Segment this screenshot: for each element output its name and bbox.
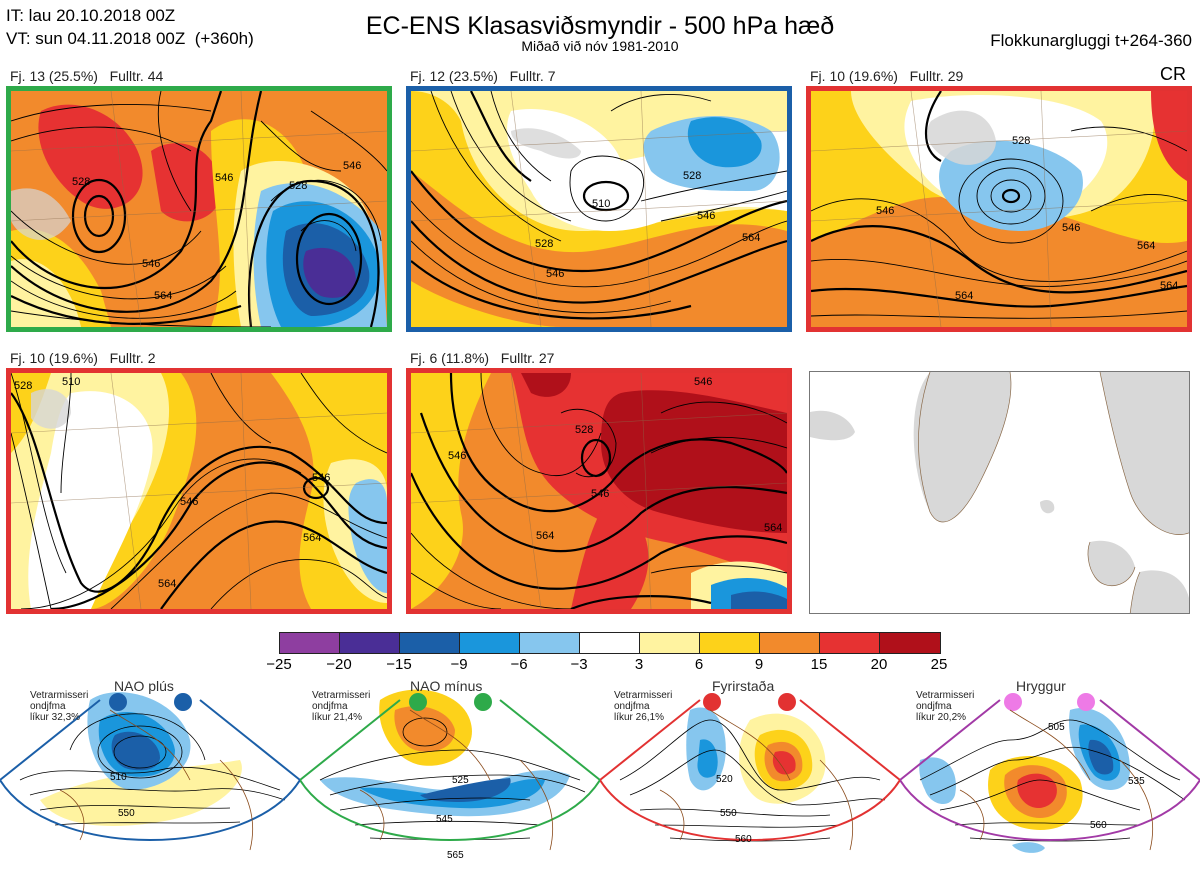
colorbar-tick: 3 — [634, 656, 644, 673]
colorbar-tick: −25 — [266, 656, 292, 673]
contour-label: 546 — [697, 210, 716, 222]
regime-blocking: 520 550 560 — [600, 680, 900, 871]
contour-label: 550 — [118, 808, 135, 819]
regime-nao-minus: 525 545 565 — [300, 680, 600, 871]
colorbar-swatch — [340, 633, 400, 653]
colorbar-swatch — [520, 633, 580, 653]
contour-label: 546 — [215, 172, 234, 184]
contour-label: 564 — [303, 532, 322, 544]
regime-name: NAO mínus — [410, 678, 483, 694]
colorbar — [279, 632, 941, 654]
contour-label: 564 — [955, 290, 974, 302]
contour-label: 546 — [312, 472, 331, 484]
regime-nao-plus: 510 550 — [0, 680, 300, 871]
contour-label: 564 — [1160, 280, 1179, 292]
contour-label: 565 — [447, 850, 464, 861]
regime-name: NAO plús — [114, 678, 174, 694]
contour-label: 546 — [1062, 222, 1081, 234]
colorbar-swatch — [280, 633, 340, 653]
contour-label: 545 — [436, 814, 453, 825]
panel-5-label: Fj. 6 (11.8%) Fulltr. 27 — [410, 350, 555, 366]
contour-label: 528 — [72, 176, 91, 188]
colorbar-tick: 6 — [694, 656, 704, 673]
regime-info: Vetrarmisseri ondjfma líkur 21,4% — [312, 690, 371, 723]
colorbar-tick: −9 — [450, 656, 468, 673]
contour-label: 535 — [1128, 776, 1145, 787]
contour-label: 560 — [735, 834, 752, 845]
colorbar-swatch — [700, 633, 760, 653]
colorbar-swatch — [400, 633, 460, 653]
regime-info: Vetrarmisseri ondjfma líkur 32,3% — [30, 690, 89, 723]
regime-name: Hryggur — [1016, 678, 1066, 694]
contour-label: 520 — [716, 774, 733, 785]
colorbar-tick: 9 — [754, 656, 764, 673]
contour-label: 528 — [14, 380, 33, 392]
cr-label: CR — [1160, 64, 1186, 84]
contour-label: 528 — [535, 238, 554, 250]
contour-label: 546 — [343, 160, 362, 172]
contour-label: 550 — [720, 808, 737, 819]
init-time: IT: lau 20.10.2018 00Z — [6, 6, 176, 25]
cluster-map-1 — [6, 86, 392, 332]
regime-info: Vetrarmisseri ondjfma líkur 26,1% — [614, 690, 673, 723]
panel-3-label: Fj. 10 (19.6%) Fulltr. 29 — [810, 68, 964, 84]
colorbar-tick: −3 — [570, 656, 588, 673]
colorbar-swatch — [820, 633, 880, 653]
panel-4-label: Fj. 10 (19.6%) Fulltr. 2 — [10, 350, 156, 366]
cluster-map-4 — [6, 368, 392, 614]
regime-name: Fyrirstaða — [712, 678, 775, 694]
classification-window: Flokkunargluggi t+264-360 — [990, 31, 1192, 50]
colorbar-swatch — [460, 633, 520, 653]
regime-ridge: 505 535 560 — [900, 680, 1200, 871]
panel-2-label: Fj. 12 (23.5%) Fulltr. 7 — [410, 68, 556, 84]
contour-label: 546 — [546, 268, 565, 280]
valid-time: VT: sun 04.11.2018 00Z (+360h) — [6, 29, 254, 48]
contour-label: 546 — [876, 205, 895, 217]
regime-info: Vetrarmisseri ondjfma líkur 20,2% — [916, 690, 975, 723]
colorbar-tick: −6 — [510, 656, 528, 673]
cluster-map-2 — [406, 86, 792, 332]
contour-label: 528 — [575, 424, 594, 436]
colorbar-swatch — [580, 633, 640, 653]
cluster-map-3 — [806, 86, 1192, 332]
contour-label: 528 — [1012, 135, 1031, 147]
contour-label: 510 — [110, 772, 127, 783]
contour-label: 505 — [1048, 722, 1065, 733]
colorbar-tick: 15 — [810, 656, 828, 673]
panel-1-label: Fj. 13 (25.5%) Fulltr. 44 — [10, 68, 164, 84]
contour-label: 564 — [154, 290, 173, 302]
contour-label: 510 — [592, 198, 611, 210]
colorbar-tick: −15 — [386, 656, 412, 673]
contour-label: 525 — [452, 775, 469, 786]
colorbar-swatch — [760, 633, 820, 653]
contour-label: 546 — [142, 258, 161, 270]
colorbar-tick: 20 — [870, 656, 888, 673]
contour-label: 546 — [591, 488, 610, 500]
contour-label: 546 — [180, 496, 199, 508]
colorbar-swatch — [640, 633, 700, 653]
colorbar-tick: 25 — [930, 656, 948, 673]
contour-label: 560 — [1090, 820, 1107, 831]
colorbar-swatch — [880, 633, 940, 653]
contour-label: 564 — [1137, 240, 1156, 252]
contour-label: 564 — [764, 522, 783, 534]
page-subtitle: Miðað við nóv 1981-2010 — [521, 38, 679, 54]
contour-label: 564 — [536, 530, 555, 542]
cluster-map-5 — [406, 368, 792, 614]
contour-label: 546 — [448, 450, 467, 462]
contour-label: 564 — [158, 578, 177, 590]
page-title: EC-ENS Klasasviðsmyndir - 500 hPa hæð — [365, 12, 835, 40]
colorbar-tick: −20 — [326, 656, 352, 673]
contour-label: 546 — [694, 376, 713, 388]
contour-label: 528 — [683, 170, 702, 182]
contour-label: 564 — [742, 232, 761, 244]
contour-label: 528 — [289, 180, 308, 192]
contour-label: 510 — [62, 376, 81, 388]
base-map-empty — [809, 371, 1190, 614]
